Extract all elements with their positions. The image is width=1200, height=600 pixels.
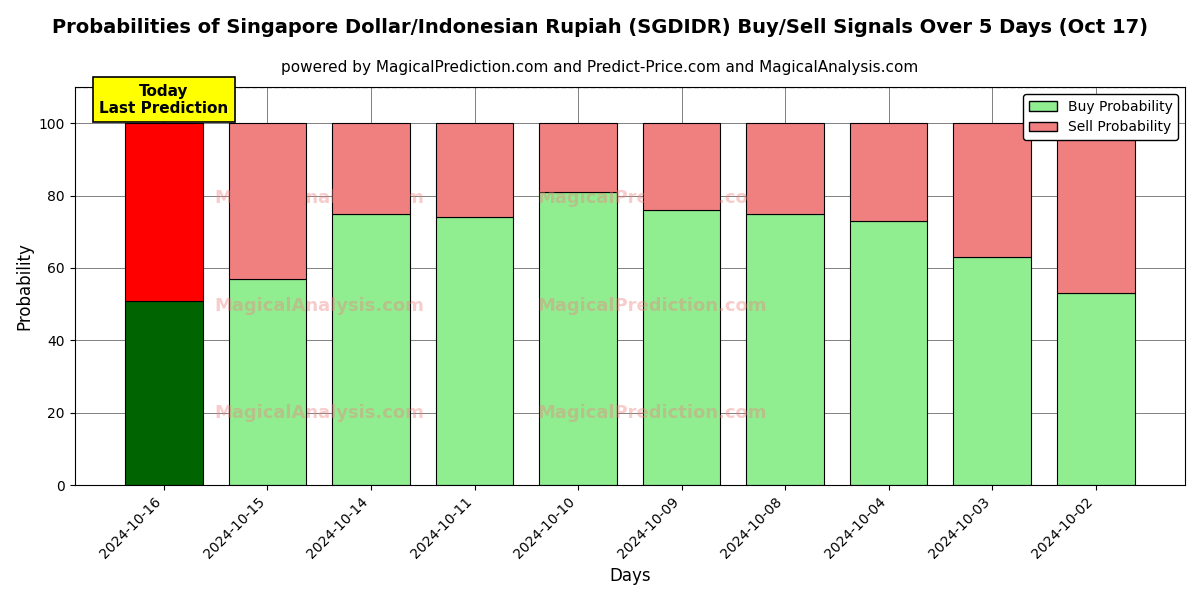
Bar [1057, 123, 1134, 293]
Text: Probabilities of Singapore Dollar/Indonesian Rupiah (SGDIDR) Buy/Sell Signals Ov: Probabilities of Singapore Dollar/Indone… [52, 18, 1148, 37]
Text: MagicalPrediction.com: MagicalPrediction.com [538, 404, 767, 422]
Bar [539, 192, 617, 485]
Bar [643, 123, 720, 210]
Text: powered by MagicalPrediction.com and Predict-Price.com and MagicalAnalysis.com: powered by MagicalPrediction.com and Pre… [281, 60, 919, 75]
Y-axis label: Probability: Probability [16, 242, 34, 330]
Bar [1057, 293, 1134, 485]
Bar [746, 123, 824, 214]
Bar [953, 123, 1031, 257]
Legend: Buy Probability, Sell Probability: Buy Probability, Sell Probability [1024, 94, 1178, 140]
Bar [746, 214, 824, 485]
Text: MagicalPrediction.com: MagicalPrediction.com [538, 190, 767, 208]
Bar [539, 123, 617, 192]
Bar [643, 210, 720, 485]
Text: Today
Last Prediction: Today Last Prediction [100, 83, 228, 116]
Bar [125, 301, 203, 485]
Text: MagicalAnalysis.com: MagicalAnalysis.com [214, 404, 424, 422]
Bar [953, 257, 1031, 485]
Bar [436, 217, 514, 485]
Text: MagicalAnalysis.com: MagicalAnalysis.com [214, 297, 424, 315]
X-axis label: Days: Days [610, 567, 650, 585]
Bar [436, 123, 514, 217]
Bar [229, 279, 306, 485]
Bar [125, 123, 203, 301]
Text: MagicalPrediction.com: MagicalPrediction.com [538, 297, 767, 315]
Bar [332, 123, 410, 214]
Bar [229, 123, 306, 279]
Bar [850, 221, 928, 485]
Bar [332, 214, 410, 485]
Bar [850, 123, 928, 221]
Text: MagicalAnalysis.com: MagicalAnalysis.com [214, 190, 424, 208]
